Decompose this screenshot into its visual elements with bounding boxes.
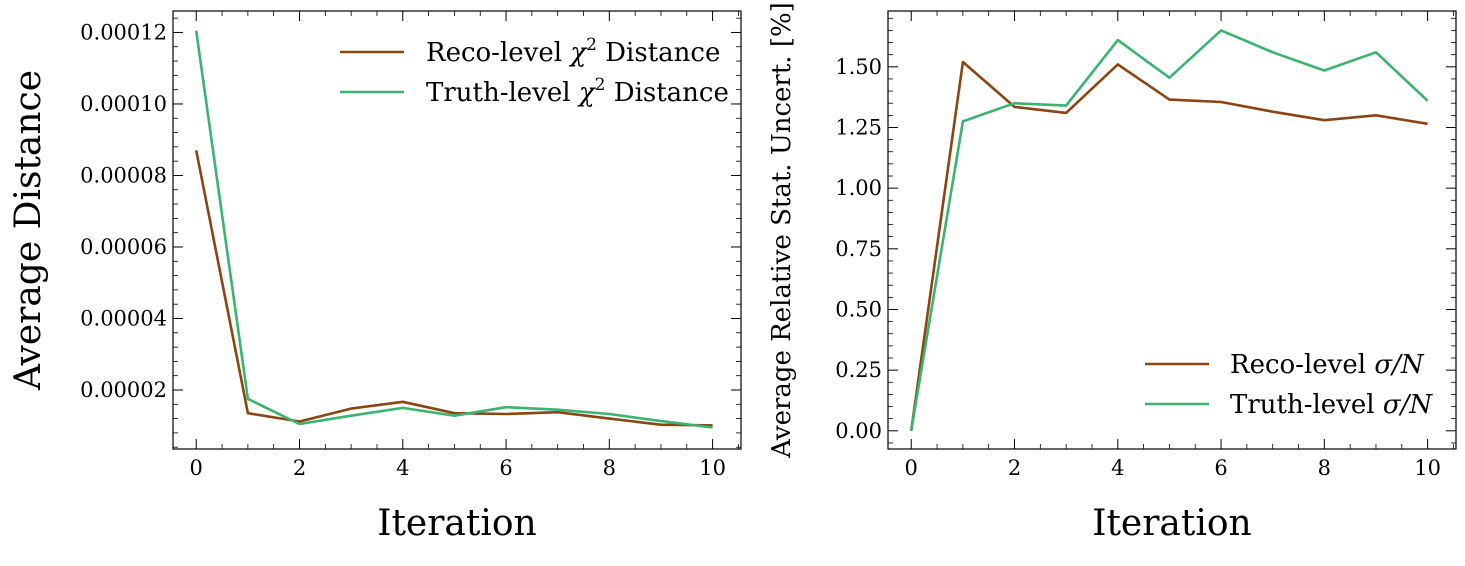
x-tick-label: 0 [905,456,918,480]
x-tick-label: 4 [1111,456,1124,480]
x-axis-title: Iteration [1092,503,1252,544]
y-tick-label: 1.25 [835,115,882,139]
y-tick-label: 0.00006 [80,235,167,259]
y-tick-label: 0.50 [835,297,882,321]
legend-label: Truth-level σ/N [1230,390,1433,420]
plot-frame [887,10,1457,450]
y-tick-label: 0.00008 [80,163,167,187]
distance-panel: 0 2 4 6 8 10 0.00002 0.00004 0.00006 0.00008 0.000… [8,10,742,544]
y-tick-label: 0.75 [835,237,882,261]
legend-label: Reco-level χ2 Distance [426,35,720,68]
uncertainty-panel: 0 2 4 6 8 10 0.00 0.25 0.50 0.75 1.00 1.25 1.50 Itera… [767,2,1457,544]
y-tick-label: 0.00002 [80,378,167,402]
y-tick-label: 0.25 [835,358,882,382]
plot-frame [172,10,742,450]
y-tick-label: 1.50 [835,55,882,79]
y-tick-label: 0.00004 [80,306,167,330]
series-line-truth [194,30,713,429]
y-tick-label: 0.00 [835,419,882,443]
x-tick-label: 0 [190,456,203,480]
y-tick-label: 0.00012 [80,20,167,44]
x-tick-label: 10 [1414,456,1441,480]
legend-label: Reco-level σ/N [1230,350,1425,380]
series-line-truth [909,29,1429,432]
legend-label: Truth-level χ2 Distance [426,75,729,108]
y-tick-label: 1.00 [835,176,882,200]
x-tick-label: 6 [1214,456,1227,480]
series-line-reco [909,60,1428,431]
x-tick-label: 2 [1008,456,1021,480]
x-tick-label: 10 [699,456,726,480]
legend: Reco-level σ/N Truth-level σ/N [1145,350,1433,420]
x-tick-label: 2 [293,456,306,480]
x-axis-title: Iteration [377,503,537,544]
x-tick-label: 8 [1318,456,1331,480]
y-axis-title: Average Relative Stat. Uncert. [%] [767,2,797,459]
legend: Reco-level χ2 Distance Truth-level χ2 Dis… [340,35,729,108]
series-line-reco [194,150,713,427]
y-tick-label: 0.00010 [80,92,167,116]
x-tick-label: 4 [396,456,409,480]
x-tick-label: 8 [603,456,616,480]
y-axis-title: Average Distance [8,70,49,391]
x-tick-label: 6 [499,456,512,480]
